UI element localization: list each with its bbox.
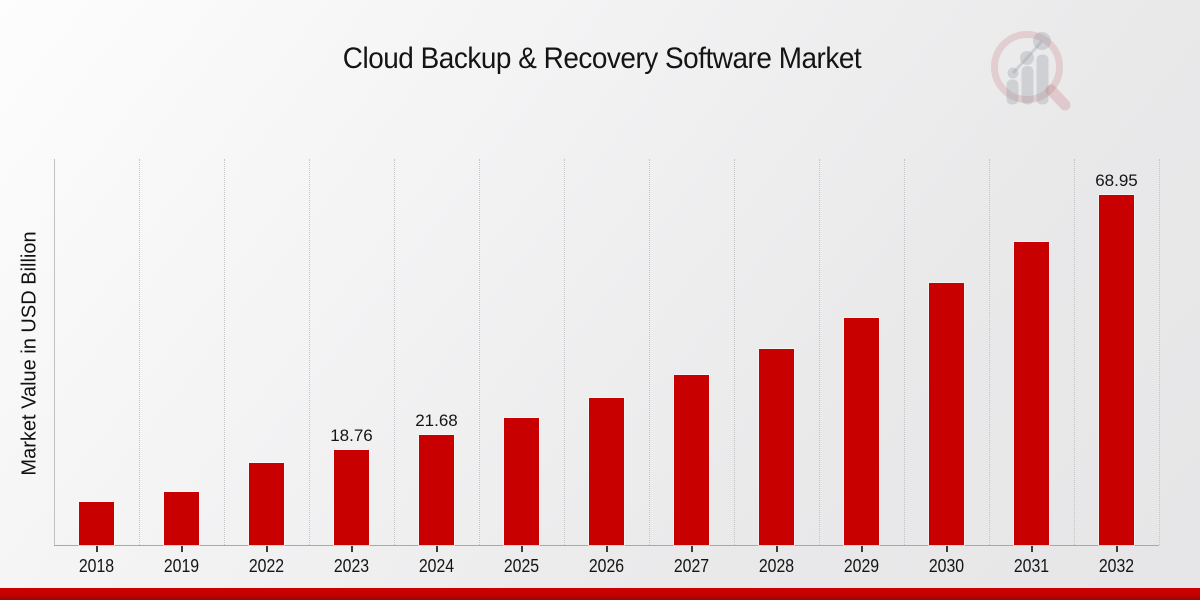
x-tick (691, 546, 693, 552)
bar (334, 450, 369, 545)
y-axis-title: Market Value in USD Billion (18, 231, 41, 476)
x-tick (946, 546, 948, 552)
x-axis-label: 2023 (333, 556, 370, 576)
x-tick (1031, 546, 1033, 552)
gridline (139, 159, 140, 545)
mrfr-logo-watermark (991, 31, 1071, 111)
x-axis-label: 2026 (588, 556, 625, 576)
bar (504, 418, 539, 545)
x-tick (861, 546, 863, 552)
footer-accent-strip (0, 588, 1200, 600)
bar (589, 398, 624, 545)
bar (1099, 195, 1134, 545)
gridline (1074, 159, 1075, 545)
bar (759, 349, 794, 545)
bar-value-label: 18.76 (330, 426, 373, 445)
x-axis-label: 2028 (758, 556, 795, 576)
bar-column: 2022 (224, 159, 309, 576)
x-axis-label: 2030 (928, 556, 965, 576)
bar-column: 2027 (649, 159, 734, 576)
bar-column: 2028 (734, 159, 819, 576)
x-axis-label: 2025 (503, 556, 540, 576)
x-axis-label: 2029 (843, 556, 880, 576)
gridline (309, 159, 310, 545)
bar (79, 502, 114, 545)
x-tick (606, 546, 608, 552)
bar-column: 2025 (479, 159, 564, 576)
gridline (819, 159, 820, 545)
x-tick (1116, 546, 1118, 552)
bar-column: 18.76 2023 (309, 159, 394, 576)
gridline (564, 159, 565, 545)
gridline (989, 159, 990, 545)
plot-area: 2018 2019 2022 18.76 2023 21.68 2024 2025 2026 20… (54, 159, 1160, 576)
bar-value-label: 21.68 (415, 411, 458, 430)
gridline (224, 159, 225, 545)
gridline (479, 159, 480, 545)
bar (249, 463, 284, 545)
bar (1014, 242, 1049, 545)
x-tick (181, 546, 183, 552)
gridline (394, 159, 395, 545)
growth-bars-icon (1006, 32, 1051, 105)
bar (164, 492, 199, 545)
y-axis-line (54, 159, 55, 545)
gridline (904, 159, 905, 545)
bar (419, 435, 454, 545)
x-tick (96, 546, 98, 552)
x-axis-label: 2032 (1098, 556, 1135, 576)
chart-title: Cloud Backup & Recovery Software Market (342, 42, 862, 75)
bar (844, 318, 879, 545)
x-tick (351, 546, 353, 552)
gridline (649, 159, 650, 545)
x-axis-label: 2022 (248, 556, 285, 576)
bar (674, 375, 709, 545)
x-tick (436, 546, 438, 552)
x-axis-label: 2018 (78, 556, 115, 576)
bar-column: 2029 (819, 159, 904, 576)
bar (929, 283, 964, 545)
x-axis-label: 2031 (1013, 556, 1050, 576)
bar-column: 2030 (904, 159, 989, 576)
x-tick (521, 546, 523, 552)
bar-column: 21.68 2024 (394, 159, 479, 576)
bar-column: 2026 (564, 159, 649, 576)
x-tick (266, 546, 268, 552)
bar-value-label: 68.95 (1095, 171, 1138, 190)
bar-column: 2018 (54, 159, 139, 576)
gridline (1159, 159, 1160, 545)
magnifier-icon (991, 31, 1071, 111)
x-axis-label: 2027 (673, 556, 710, 576)
x-tick (776, 546, 778, 552)
bar-column: 2019 (139, 159, 224, 576)
x-axis-label: 2024 (418, 556, 455, 576)
bar-column: 68.95 2032 (1074, 159, 1159, 576)
gridline (734, 159, 735, 545)
bar-column: 2031 (989, 159, 1074, 576)
x-axis-label: 2019 (163, 556, 200, 576)
